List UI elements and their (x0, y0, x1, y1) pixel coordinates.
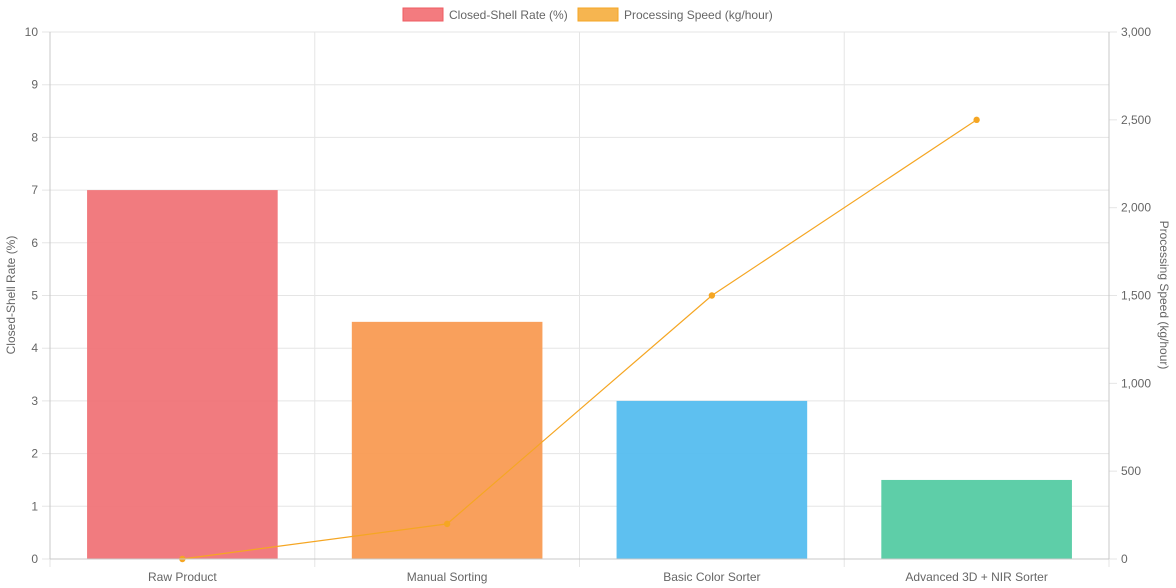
speed-line (182, 119, 977, 560)
y-left-tick-label: 2 (31, 447, 38, 461)
y-right-tick-label: 1,000 (1121, 376, 1151, 390)
legend-label-processing-speed: Processing Speed (kg/hour) (624, 8, 773, 22)
line-series (179, 116, 980, 563)
bar-3[interactable] (616, 400, 808, 559)
x-tick-label: Advanced 3D + NIR Sorter (905, 570, 1047, 584)
bar-1[interactable] (87, 190, 278, 559)
legend[interactable]: Closed-Shell Rate (%) Processing Speed (… (402, 7, 773, 22)
bar-4[interactable] (881, 479, 1072, 559)
speed-point-4[interactable] (973, 116, 980, 124)
y-left-tick-label: 7 (31, 183, 38, 197)
x-tick-label: Raw Product (148, 570, 217, 584)
y-left-tick-label: 0 (31, 552, 38, 566)
y-right-tick-label: 3,000 (1121, 25, 1151, 39)
y-right-axis-title: Processing Speed (kg/hour) (1157, 221, 1171, 370)
y-right-tick-label: 1,500 (1121, 289, 1151, 303)
speed-point-2[interactable] (443, 520, 451, 528)
y-right-tick-label: 0 (1121, 552, 1128, 566)
legend-swatch-closed-shell (402, 7, 444, 22)
legend-item-closed-shell[interactable]: Closed-Shell Rate (%) (402, 7, 568, 22)
x-tick-label: Basic Color Sorter (663, 570, 760, 584)
y-right-tick-label: 2,000 (1121, 201, 1151, 215)
axes: 0 1 2 3 4 5 6 7 8 9 10 0 500 1,000 1,500 2,000 2,500 3,00… (25, 25, 1152, 584)
y-right-tick-label: 2,500 (1121, 113, 1151, 127)
y-left-tick-label: 4 (31, 341, 38, 355)
y-left-tick-label: 8 (31, 130, 38, 144)
y-left-tick-label: 1 (31, 499, 38, 513)
y-left-axis-title: Closed-Shell Rate (%) (4, 236, 18, 355)
y-left-tick-label: 3 (31, 394, 38, 408)
y-left-tick-label: 6 (31, 236, 38, 250)
y-left-tick-label: 9 (31, 78, 38, 92)
speed-point-3[interactable] (708, 292, 716, 299)
legend-item-processing-speed[interactable]: Processing Speed (kg/hour) (577, 7, 773, 22)
bar-series (87, 190, 1072, 559)
y-left-tick-label: 10 (25, 25, 39, 39)
bar-2[interactable] (351, 321, 543, 559)
y-right-tick-label: 500 (1121, 464, 1141, 478)
legend-swatch-processing-speed (577, 7, 619, 22)
legend-label-closed-shell: Closed-Shell Rate (%) (449, 8, 568, 22)
x-tick-label: Manual Sorting (407, 570, 488, 584)
y-left-tick-label: 5 (31, 289, 38, 303)
